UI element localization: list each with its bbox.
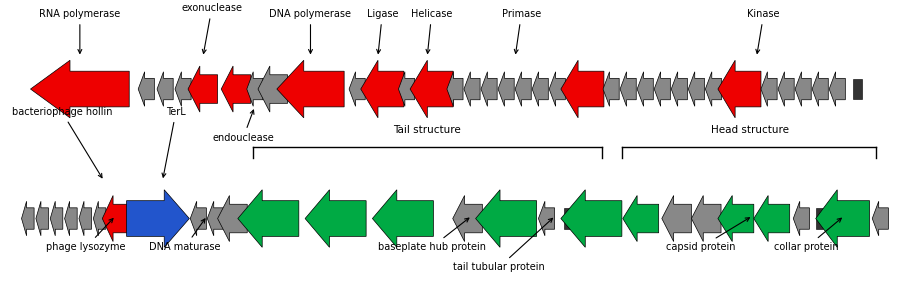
Polygon shape — [258, 66, 288, 112]
Text: Primase: Primase — [502, 9, 541, 54]
Polygon shape — [623, 196, 659, 242]
Polygon shape — [637, 72, 653, 106]
Text: RNA polymerase: RNA polymerase — [40, 9, 120, 54]
Polygon shape — [349, 72, 365, 106]
Polygon shape — [812, 72, 828, 106]
Polygon shape — [872, 201, 889, 236]
Polygon shape — [464, 72, 480, 106]
Polygon shape — [795, 72, 811, 106]
Polygon shape — [175, 72, 191, 106]
Bar — [854, 79, 862, 99]
Polygon shape — [305, 190, 366, 247]
Polygon shape — [561, 190, 622, 247]
Polygon shape — [761, 72, 777, 106]
Polygon shape — [476, 190, 537, 247]
Polygon shape — [793, 201, 810, 236]
Polygon shape — [829, 72, 845, 106]
Polygon shape — [36, 201, 49, 236]
Text: TerL: TerL — [162, 107, 186, 177]
Text: phage lysozyme: phage lysozyme — [46, 219, 126, 252]
Polygon shape — [190, 201, 207, 236]
Polygon shape — [816, 190, 869, 247]
Text: exonuclease: exonuclease — [181, 3, 243, 54]
Polygon shape — [238, 190, 299, 247]
Text: baseplate hub protein: baseplate hub protein — [378, 218, 485, 252]
Polygon shape — [691, 196, 721, 242]
Bar — [816, 208, 823, 229]
Polygon shape — [561, 60, 604, 118]
Polygon shape — [603, 72, 619, 106]
Polygon shape — [654, 72, 670, 106]
Polygon shape — [30, 60, 130, 118]
Polygon shape — [157, 72, 173, 106]
Polygon shape — [208, 201, 223, 236]
Polygon shape — [51, 201, 62, 236]
Polygon shape — [662, 196, 691, 242]
Polygon shape — [127, 190, 189, 247]
Text: capsid protein: capsid protein — [666, 218, 750, 252]
Polygon shape — [498, 72, 515, 106]
Polygon shape — [399, 72, 414, 106]
Polygon shape — [620, 72, 636, 106]
Polygon shape — [372, 190, 434, 247]
Polygon shape — [481, 72, 497, 106]
Text: Tail structure: Tail structure — [393, 125, 461, 135]
Polygon shape — [706, 72, 721, 106]
Polygon shape — [671, 72, 687, 106]
Polygon shape — [447, 72, 463, 106]
Bar — [563, 208, 571, 229]
Polygon shape — [64, 201, 77, 236]
Polygon shape — [453, 196, 482, 242]
Polygon shape — [138, 72, 154, 106]
Text: Head structure: Head structure — [711, 125, 789, 135]
Polygon shape — [778, 72, 794, 106]
Polygon shape — [361, 60, 403, 118]
Polygon shape — [102, 196, 130, 242]
Polygon shape — [21, 201, 34, 236]
Polygon shape — [247, 72, 263, 106]
Text: Helicase: Helicase — [411, 9, 452, 54]
Text: tail tubular protein: tail tubular protein — [453, 218, 552, 272]
Polygon shape — [718, 60, 761, 118]
Polygon shape — [218, 196, 247, 242]
Polygon shape — [410, 60, 453, 118]
Text: bacteriophage hollin: bacteriophage hollin — [12, 107, 112, 178]
Polygon shape — [79, 201, 92, 236]
Polygon shape — [277, 60, 344, 118]
Polygon shape — [754, 196, 789, 242]
Polygon shape — [221, 66, 251, 112]
Text: DNA maturase: DNA maturase — [149, 219, 221, 252]
Polygon shape — [94, 201, 106, 236]
Polygon shape — [550, 72, 565, 106]
Polygon shape — [718, 196, 754, 242]
Polygon shape — [539, 201, 554, 236]
Polygon shape — [532, 72, 549, 106]
Text: endouclease: endouclease — [212, 110, 274, 143]
Polygon shape — [688, 72, 705, 106]
Text: Ligase: Ligase — [367, 9, 398, 54]
Polygon shape — [515, 72, 531, 106]
Text: DNA polymerase: DNA polymerase — [269, 9, 351, 54]
Text: collar protein: collar protein — [775, 218, 842, 252]
Polygon shape — [188, 66, 218, 112]
Text: Kinase: Kinase — [747, 9, 780, 54]
